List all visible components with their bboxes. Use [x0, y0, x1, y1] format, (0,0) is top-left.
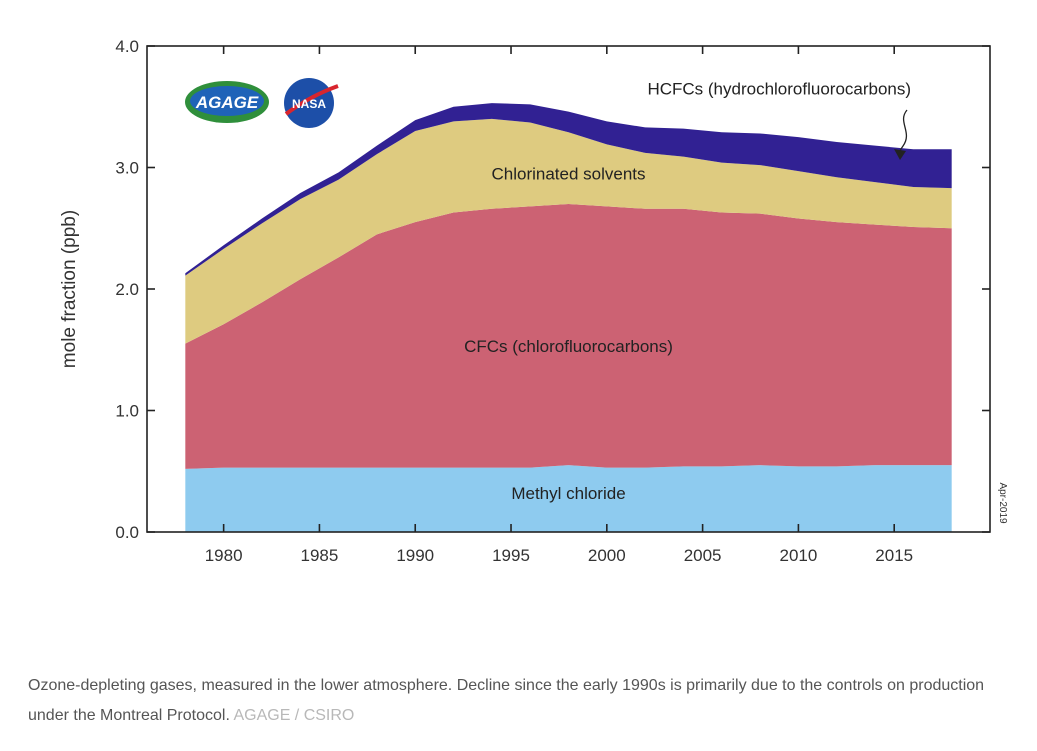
x-tick-label: 1985 [301, 546, 339, 565]
agage-logo-text: AGAGE [195, 93, 259, 112]
agage-logo-inner [190, 86, 264, 116]
x-tick-label: 1995 [492, 546, 530, 565]
label-cfcs-chlorofluorocarbons: CFCs (chlorofluorocarbons) [464, 337, 673, 356]
label-chlorinated-solvents: Chlorinated solvents [491, 165, 645, 184]
y-axis-title: mole fraction (ppb) [59, 210, 80, 368]
date-stamp: Apr-2019 [997, 482, 1008, 524]
x-tick-label: 2005 [684, 546, 722, 565]
x-tick-label: 1980 [205, 546, 243, 565]
y-tick-label: 1.0 [115, 402, 139, 421]
label-methyl-chloride: Methyl chloride [511, 484, 625, 503]
caption-text: Ozone-depleting gases, measured in the l… [28, 677, 985, 724]
chart-svg: 0.0 1.0 2.0 3.0 4.0 1980 1985 1990 1995 2000 2005 2… [59, 37, 1008, 565]
hcfc-pointer-arrowhead [894, 149, 906, 160]
y-tick-label: 3.0 [115, 159, 139, 178]
label-hcfcs-hydrochlorofluorocarbons: HCFCs (hydrochlorofluorocarbons) [647, 80, 911, 99]
y-tick-label: 4.0 [115, 37, 139, 56]
x-tick-label: 2015 [875, 546, 913, 565]
y-tick-label: 2.0 [115, 280, 139, 299]
y-tick-label: 0.0 [115, 523, 139, 542]
area-chlorinated-solvents [185, 118, 952, 344]
figure-caption: Ozone-depleting gases, measured in the l… [28, 671, 1028, 731]
x-tick-label: 2000 [588, 546, 626, 565]
chart: 0.0 1.0 2.0 3.0 4.0 1980 1985 1990 1995 2000 2005 2… [59, 37, 1008, 565]
area-methyl-chloride [185, 465, 952, 532]
x-tick-label: 2010 [779, 546, 817, 565]
nasa-logo-text: NASA [292, 97, 326, 111]
area-hcfcs-hydrochlorofluorocarbons [185, 103, 952, 276]
nasa-logo-swoosh [284, 84, 339, 116]
area-cfcs-chlorofluorocarbons [185, 203, 952, 469]
caption-source-link[interactable]: AGAGE / CSIRO [233, 707, 355, 724]
nasa-logo-icon [284, 78, 334, 128]
x-tick-label: 1990 [396, 546, 434, 565]
